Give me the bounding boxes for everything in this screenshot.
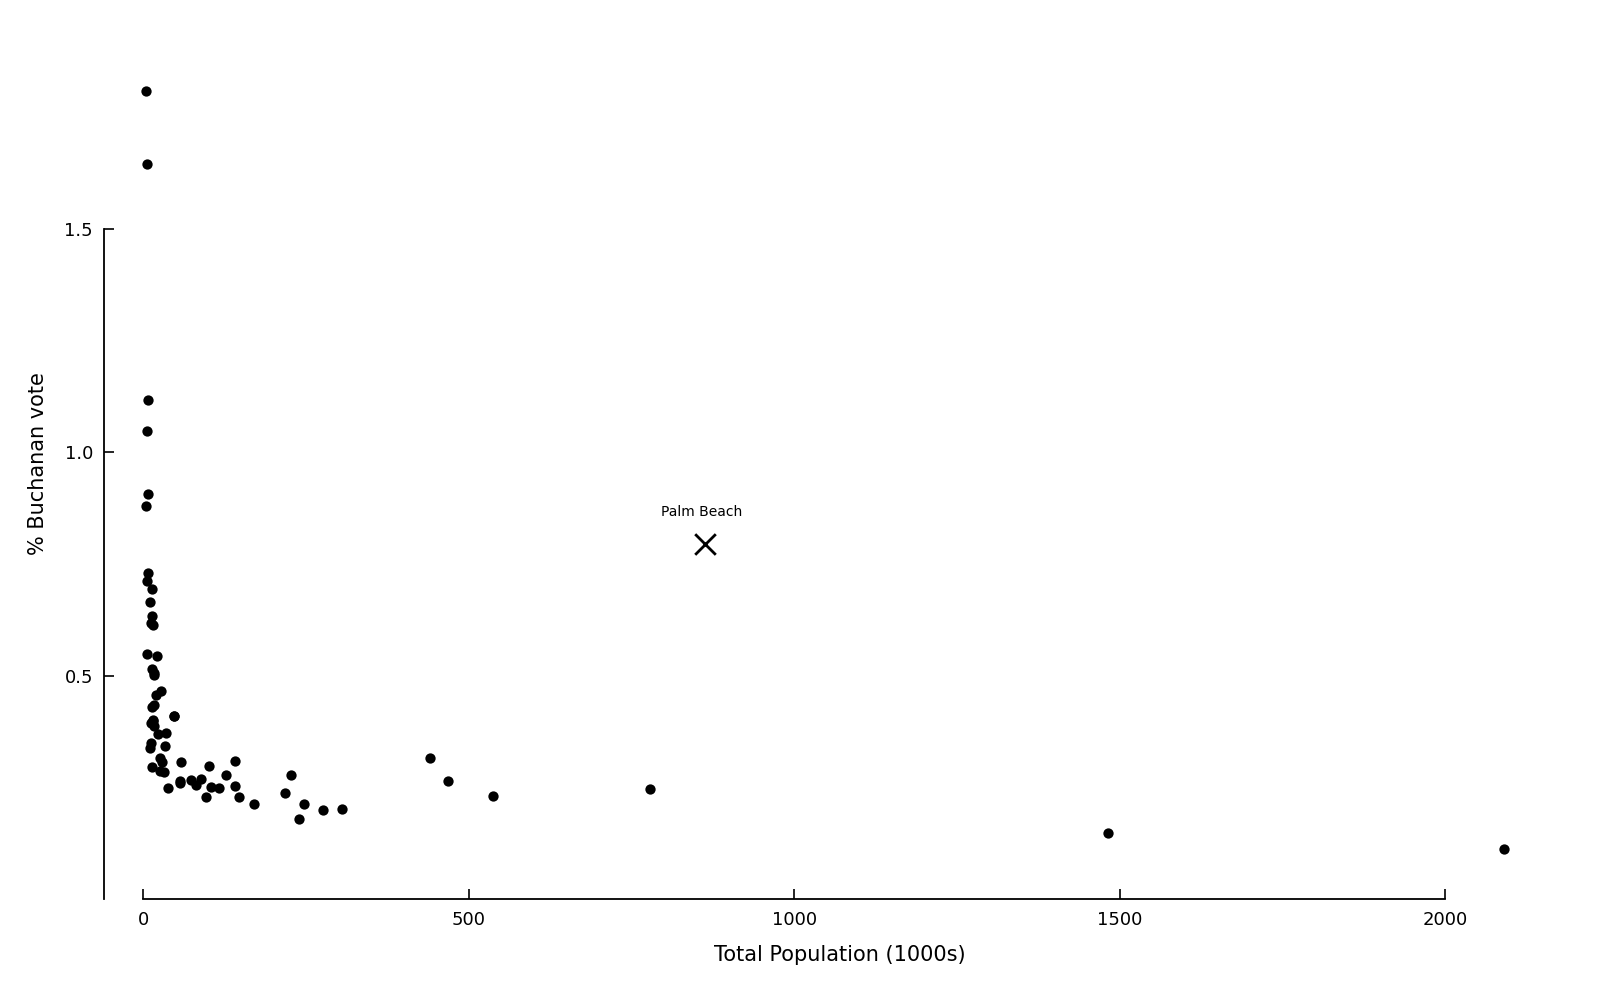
Point: [135, 392, 160, 408]
Point: [638, 780, 664, 796]
Point: [242, 796, 268, 812]
Point: [213, 768, 239, 783]
Point: [207, 780, 232, 795]
Point: [1491, 841, 1516, 857]
Point: [139, 581, 165, 597]
Point: [223, 753, 248, 769]
Point: [138, 594, 164, 610]
Point: [138, 735, 164, 751]
Point: [223, 778, 248, 793]
Point: [479, 787, 505, 803]
Point: [199, 779, 224, 794]
Point: [226, 788, 252, 804]
Point: [273, 785, 298, 801]
Point: [277, 768, 303, 783]
Point: [155, 780, 181, 796]
Point: [147, 751, 173, 767]
Point: [144, 648, 170, 664]
Point: [138, 715, 164, 731]
Point: [139, 608, 165, 624]
Point: [168, 774, 194, 789]
Point: [287, 811, 313, 827]
Point: [194, 788, 220, 804]
Point: [139, 617, 165, 633]
Point: [147, 764, 173, 780]
Point: [178, 772, 204, 787]
Point: [139, 699, 165, 715]
Point: [417, 750, 442, 766]
Point: [144, 726, 170, 742]
X-axis label: Total Population (1000s): Total Population (1000s): [713, 945, 965, 965]
Point: [133, 82, 159, 98]
Point: [189, 772, 215, 787]
Point: [167, 775, 192, 790]
Point: [152, 738, 178, 754]
Point: [141, 718, 167, 734]
Point: [434, 773, 460, 788]
Point: [135, 573, 160, 589]
Text: Palm Beach: Palm Beach: [662, 505, 742, 519]
Point: [139, 759, 165, 775]
Point: [139, 712, 165, 728]
Point: [136, 741, 162, 757]
Point: [168, 754, 194, 770]
Y-axis label: % Buchanan vote: % Buchanan vote: [27, 372, 48, 555]
Point: [183, 778, 208, 793]
Point: [135, 565, 160, 581]
Point: [133, 498, 159, 514]
Point: [152, 725, 178, 741]
Point: [151, 764, 176, 780]
Point: [147, 683, 173, 699]
Point: [309, 802, 335, 818]
Point: [135, 487, 160, 502]
Point: [141, 667, 167, 683]
Point: [138, 615, 164, 631]
Point: [692, 535, 718, 551]
Point: [162, 708, 188, 724]
Point: [160, 708, 186, 724]
Point: [149, 754, 175, 770]
Point: [141, 665, 167, 681]
Point: [143, 687, 168, 703]
Point: [292, 796, 317, 812]
Point: [139, 661, 165, 677]
Point: [329, 801, 354, 817]
Point: [141, 697, 167, 713]
Point: [135, 645, 160, 661]
Point: [135, 156, 160, 172]
Point: [135, 423, 160, 439]
Point: [196, 759, 221, 775]
Point: [1095, 825, 1120, 841]
Point: [139, 713, 165, 729]
